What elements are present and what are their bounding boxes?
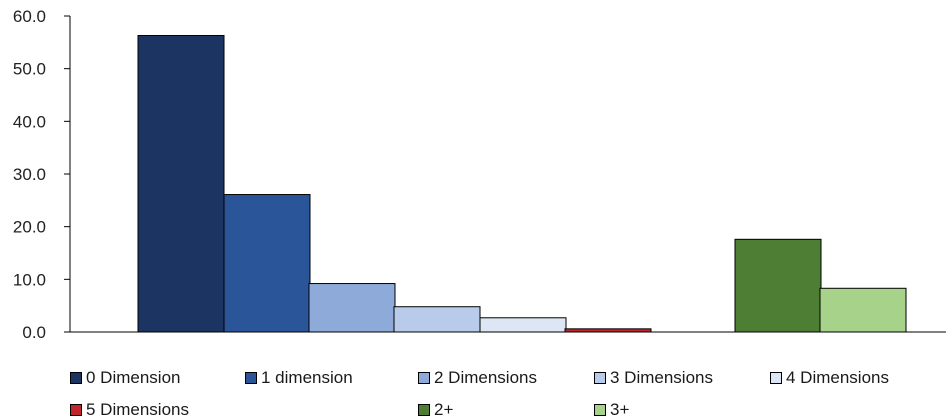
legend-swatch [70,372,82,384]
bar-4-dimensions [479,317,567,333]
y-tick-label: 50.0 [13,60,46,79]
legend-label: 3 Dimensions [610,368,713,387]
legend-swatch [418,404,430,416]
legend-swatch [70,404,82,416]
legend-swatch [770,372,782,384]
legend-swatch [418,372,430,384]
legend-label: 1 dimension [261,368,353,387]
y-tick-label: 30.0 [13,165,46,184]
bar-2-plus [734,238,822,333]
legend-label: 0 Dimension [86,368,181,387]
legend-label: 5 Dimensions [86,400,189,419]
bar-1-dimension [223,194,311,333]
y-tick-label: 20.0 [13,218,46,237]
legend-label: 3+ [610,400,630,419]
bar-3-plus [819,287,907,333]
y-tick-label: 60.0 [13,7,46,26]
y-tick-label: 10.0 [13,270,46,289]
bar-2-dimensions [308,283,396,333]
legend-item-5-dimensions: 5 Dimensions [70,400,189,420]
bar-3-dimensions [393,306,481,333]
legend-item-2-plus: 2+ [418,400,453,420]
bars [137,34,907,333]
legend-item-2-dimensions: 2 Dimensions [418,368,537,388]
legend-label: 2 Dimensions [434,368,537,387]
legend-label: 2+ [434,400,454,419]
bar-0-dimension [137,34,225,333]
legend-swatch [245,372,257,384]
legend-label: 4 Dimensions [786,368,889,387]
legend-swatch [594,372,606,384]
legend-item-3-plus: 3+ [594,400,629,420]
legend-item-1-dimension: 1 dimension [245,368,353,388]
y-tick-label: 40.0 [13,112,46,131]
y-axis: 0.0 10.0 20.0 30.0 40.0 50.0 60.0 [13,7,71,342]
legend-item-4-dimensions: 4 Dimensions [770,368,889,388]
legend-item-0-dimension: 0 Dimension [70,368,181,388]
legend-swatch [594,404,606,416]
y-tick-label: 0.0 [22,323,46,342]
legend-item-3-dimensions: 3 Dimensions [594,368,713,388]
